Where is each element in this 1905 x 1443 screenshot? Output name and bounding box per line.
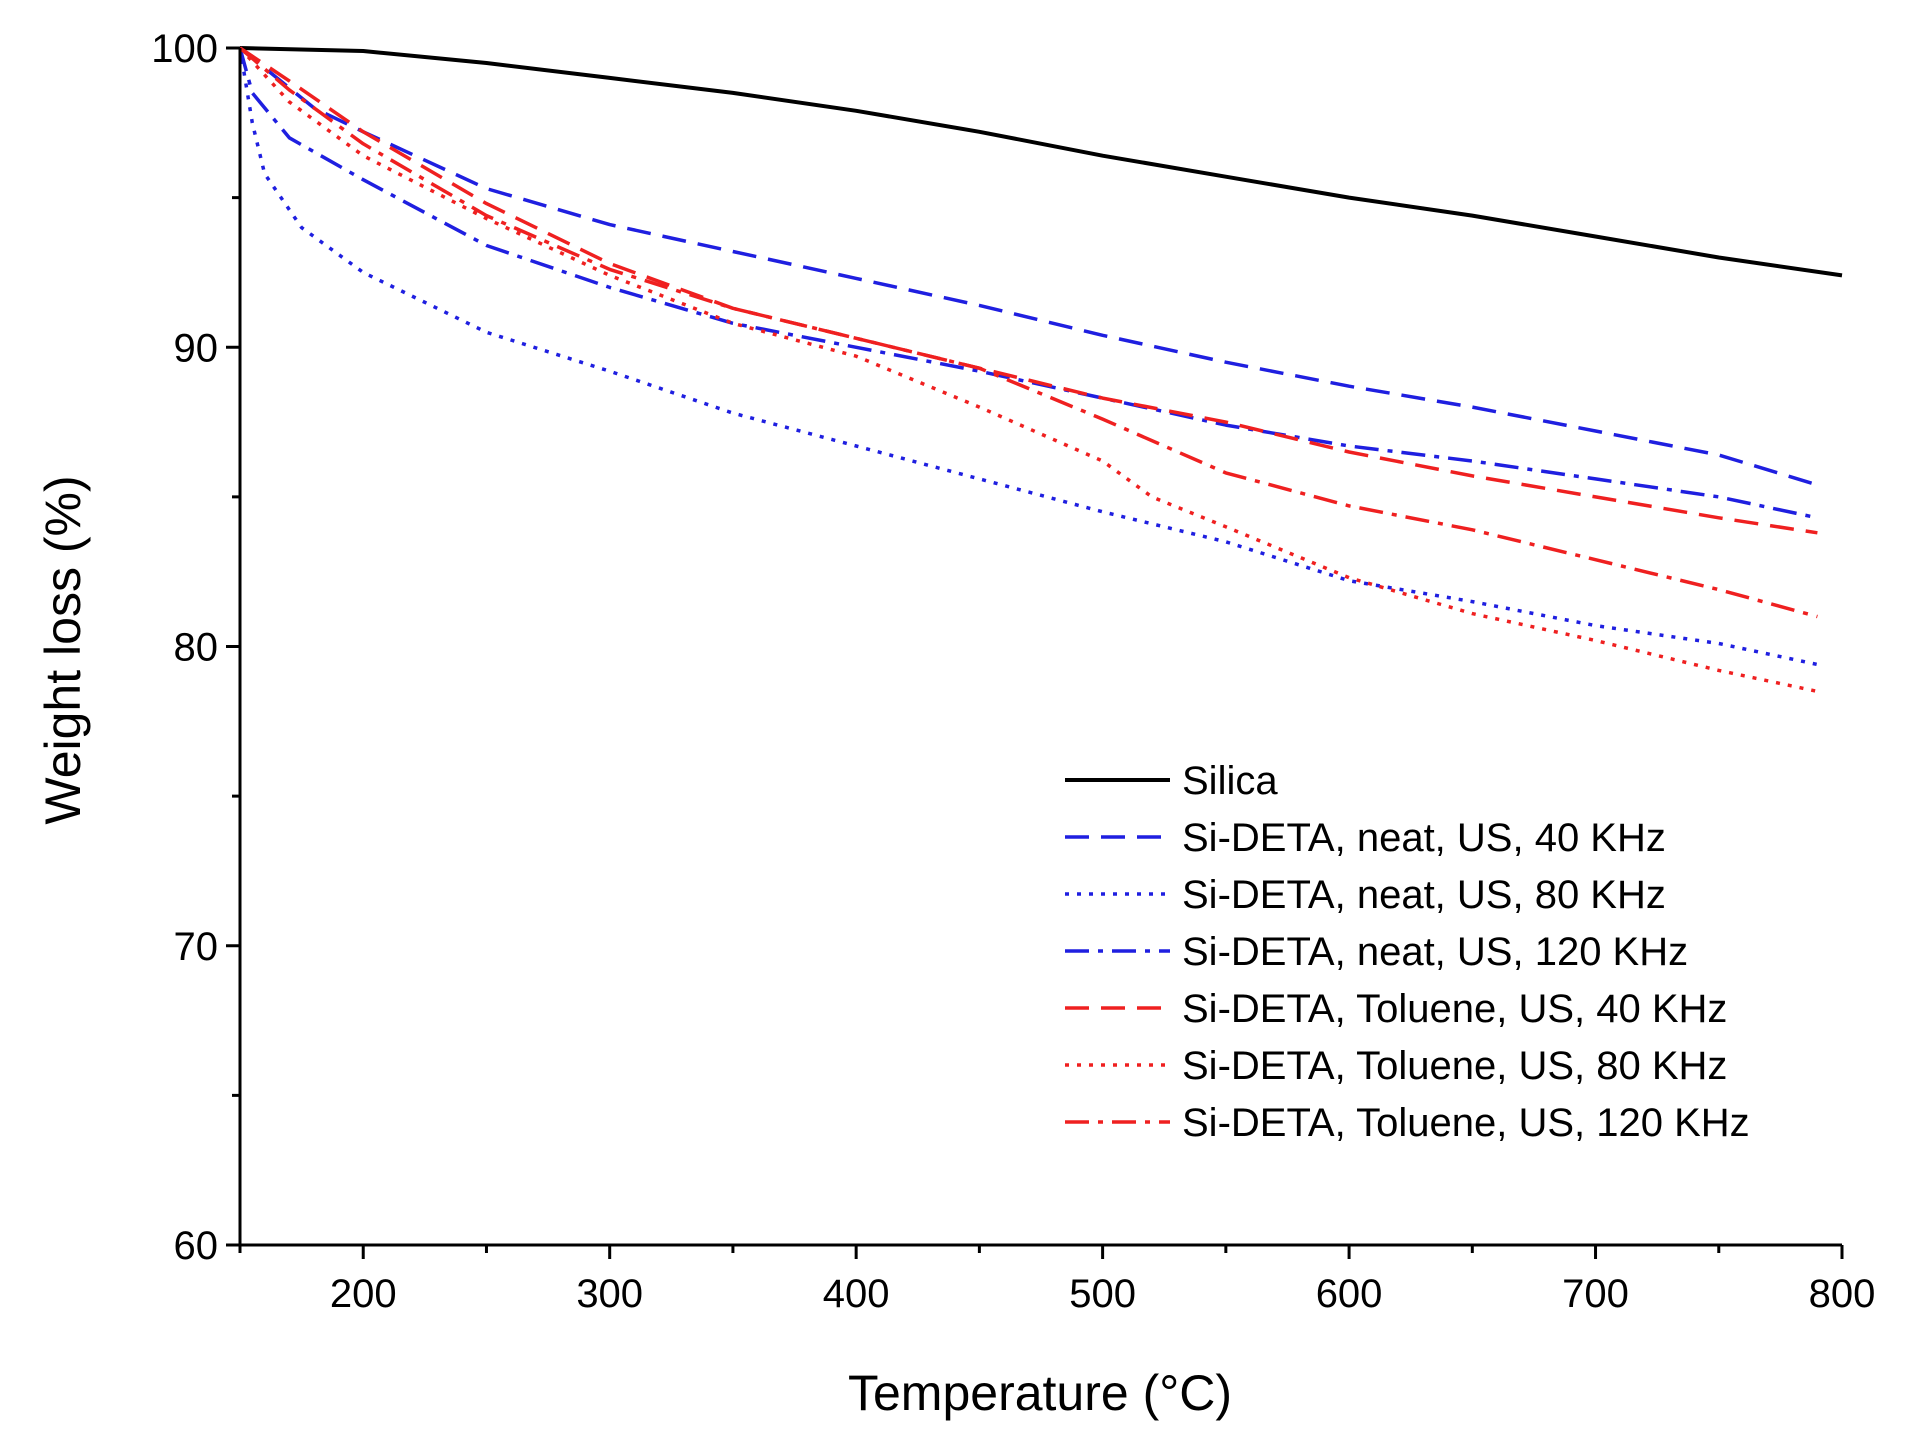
legend-label: Si-DETA, neat, US, 40 KHz bbox=[1182, 816, 1666, 860]
x-tick-label: 800 bbox=[1809, 1272, 1876, 1316]
legend: Silica Si-DETA, neat, US, 40 KHz Si-DETA, … bbox=[1065, 759, 1750, 1145]
series-line bbox=[238, 46, 1818, 619]
x-tick-label: 200 bbox=[330, 1272, 397, 1316]
y-tick-label: 100 bbox=[151, 27, 218, 71]
legend-label: Si-DETA, Toluene, US, 120 KHz bbox=[1182, 1101, 1750, 1145]
y-tick-label: 90 bbox=[174, 326, 219, 370]
legend-label: Silica bbox=[1182, 759, 1278, 803]
series-line bbox=[239, 46, 1843, 278]
series-line bbox=[238, 47, 1818, 667]
y-tick-label: 60 bbox=[174, 1224, 219, 1268]
series-line bbox=[238, 46, 1818, 487]
series-line bbox=[238, 46, 1818, 694]
x-tick-label: 300 bbox=[576, 1272, 643, 1316]
legend-label: Si-DETA, Toluene, US, 40 KHz bbox=[1182, 987, 1727, 1031]
plot-series bbox=[238, 46, 1843, 694]
x-ticks: 200 300 400 500 600 700 800 bbox=[238, 1245, 1876, 1316]
series-line bbox=[238, 47, 1818, 520]
y-ticks: 60 70 80 90 100 bbox=[151, 27, 240, 1268]
legend-label: Si-DETA, neat, US, 120 KHz bbox=[1182, 930, 1688, 974]
x-tick-label: 700 bbox=[1562, 1272, 1629, 1316]
legend-label: Si-DETA, neat, US, 80 KHz bbox=[1182, 873, 1666, 917]
x-tick-label: 500 bbox=[1069, 1272, 1136, 1316]
x-tick-label: 600 bbox=[1316, 1272, 1383, 1316]
y-tick-label: 70 bbox=[174, 925, 219, 969]
legend-label: Si-DETA, Toluene, US, 80 KHz bbox=[1182, 1044, 1727, 1088]
y-axis-title: Weight loss (%) bbox=[35, 475, 91, 824]
x-axis-title: Temperature (°C) bbox=[848, 1365, 1232, 1421]
y-tick-label: 80 bbox=[174, 626, 219, 670]
x-tick-label: 400 bbox=[823, 1272, 890, 1316]
